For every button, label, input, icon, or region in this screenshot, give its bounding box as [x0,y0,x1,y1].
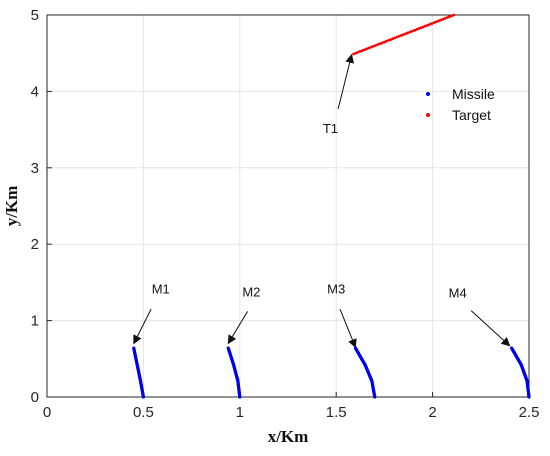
target-point [410,29,414,33]
target-point [395,35,399,39]
annotation-arrow [339,308,357,349]
annotation-arrow [470,310,511,347]
target-point [378,42,382,46]
target-point [452,13,456,17]
x-tick-label: 0.5 [133,404,154,421]
target-point [371,44,375,48]
grid [46,14,530,398]
y-tick-label: 3 [31,160,39,177]
y-axis-title: y/Km [2,186,21,227]
target-point [393,36,397,40]
x-tick-label: 0 [43,404,51,421]
target-point [406,31,410,35]
annotation-label: M2 [242,285,260,300]
target-point [426,23,430,27]
axes: 0 0.5 1 1.5 2 2.5 0 1 2 3 4 5 [31,7,540,421]
target-point [450,14,454,18]
y-tick-label: 4 [31,83,39,100]
target-point [397,34,401,38]
target-point [391,37,395,41]
x-tick-label: 1.5 [326,404,347,421]
target-point [443,16,447,20]
target-point [413,28,416,32]
target-point [400,33,403,37]
target-point [367,46,371,50]
y-tick-label: 1 [31,313,39,330]
target-point [417,27,421,30]
annotation-arrow [337,53,355,110]
missile-point [373,395,377,399]
x-tick-label: 2 [428,404,436,421]
target-point [408,30,412,34]
y-tick-label: 5 [31,7,39,24]
target-point [382,40,386,44]
target-point [373,44,377,47]
target-point [434,20,438,24]
annotation-arrow [227,311,248,345]
target-point [369,45,373,49]
legend: Missile Target [426,86,495,123]
legend-label-target: Target [452,107,491,123]
target-point [441,17,445,21]
target-point [384,39,388,43]
target-point [387,39,390,42]
target-point [421,25,425,29]
target-point [402,33,406,36]
x-tick-label: 2.5 [519,404,540,421]
missile-point [238,395,242,399]
target-point [448,15,451,19]
target-point [419,26,423,30]
annotation-label: M4 [449,285,467,300]
target-point [360,49,364,52]
target-point [358,50,362,53]
target-point [415,27,419,31]
target-point [389,38,393,41]
target-point [365,47,369,51]
target-point [354,51,358,55]
annotation-arrow [133,308,152,345]
annotation-label: M3 [327,282,345,297]
missile-point [141,395,145,399]
y-tick-label: 0 [31,389,39,406]
target-point [376,43,379,47]
target-point [356,50,360,54]
y-tick-label: 2 [31,236,39,253]
legend-marker-target [426,113,430,117]
target-point [404,32,408,36]
target-point [430,22,434,25]
target-point [432,21,436,25]
target-point [363,48,366,52]
target-point [380,41,384,45]
x-tick-label: 1 [236,404,244,421]
legend-marker-missile [426,92,430,96]
plot-area [132,13,531,399]
target-point [445,16,449,19]
missile-point [527,395,531,399]
target-point [437,19,440,23]
legend-label-missile: Missile [452,86,495,102]
annotation-label: T1 [323,121,338,136]
annotations: M1 M2 M3 M4 T1 [133,53,511,349]
annotation-label: M1 [152,282,170,297]
axes-box [46,14,530,398]
target-point [428,22,432,26]
target-point [424,24,427,28]
x-axis-title: x/Km [268,427,309,446]
target-point [439,18,443,22]
